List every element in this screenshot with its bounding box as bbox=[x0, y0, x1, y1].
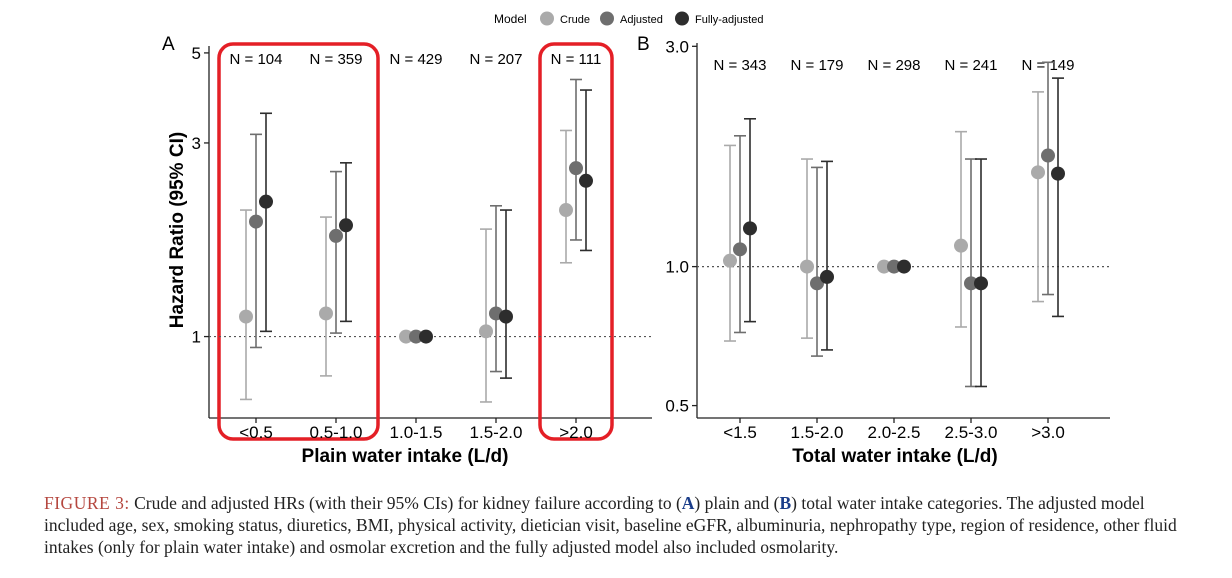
panel-b-x-tick-label-1-5-2-0: 1.5-2.0 bbox=[791, 423, 844, 442]
y-axis-title: Hazard Ratio (95% CI) bbox=[167, 132, 188, 328]
panel-b-x-axis-title: Total water intake (L/d) bbox=[792, 446, 998, 467]
legend-fully-adjusted-marker bbox=[675, 11, 689, 26]
panel-a-n-label-2-0: N = 111 bbox=[551, 51, 602, 68]
panel-b-n-label-1-5-2-0: N = 179 bbox=[791, 57, 844, 74]
panel-b-crude-2-0-2-5-point bbox=[877, 259, 891, 274]
panel-a-fully-adjusted-2-0-point bbox=[579, 173, 593, 188]
panel-b-x-tick-label-1-5: <1.5 bbox=[723, 423, 757, 442]
panel-b-adjusted-2-5-3-0-point bbox=[964, 276, 978, 291]
panel-a-fully-adjusted-1-5-2-0-point bbox=[499, 309, 513, 324]
panel-b-crude-1-5-point bbox=[723, 253, 737, 268]
panel-a-x-tick-label-1-5-2-0: 1.5-2.0 bbox=[470, 423, 523, 442]
panel-a-adjusted-0-5-point bbox=[249, 214, 263, 229]
caption-bold-a: A bbox=[681, 493, 695, 513]
caption-text-2: ) plain and ( bbox=[694, 493, 780, 513]
panel-a-y-tick-label: 5 bbox=[192, 44, 201, 63]
panel-a: A Plain water intake (L/d) 1 3 5 <0.5 N = 10… bbox=[162, 34, 652, 467]
panel-a-x-tick-label-2-0: >2.0 bbox=[559, 423, 593, 442]
panel-a-n-label-0-5: N = 104 bbox=[230, 51, 283, 68]
panel-a-y-tick-label: 3 bbox=[192, 134, 201, 153]
panel-b-n-label-2-0-2-5: N = 298 bbox=[868, 57, 921, 74]
panel-a-adjusted-1-0-1-5-point bbox=[409, 329, 423, 344]
panel-a-n-label-0-5-1-0: N = 359 bbox=[310, 51, 363, 68]
caption-text-1: Crude and adjusted HRs (with their 95% C… bbox=[129, 493, 682, 513]
panel-a-crude-1-0-1-5-point bbox=[399, 329, 413, 344]
legend-adjusted-marker bbox=[600, 11, 614, 26]
panel-a-x-tick-label-0-5-1-0: 0.5-1.0 bbox=[310, 423, 363, 442]
panel-b-adjusted-1-5-point bbox=[733, 242, 747, 257]
panel-b-y-tick-label: 3.0 bbox=[665, 37, 689, 56]
panel-b-x-tick-label-3-0: >3.0 bbox=[1031, 423, 1065, 442]
panel-a-crude-2-0-point bbox=[559, 203, 573, 218]
panel-b-y-tick-label: 0.5 bbox=[665, 397, 689, 416]
panel-a-fully-adjusted-0-5-point bbox=[259, 194, 273, 209]
panel-b-fully-adjusted-2-5-3-0-point bbox=[974, 276, 988, 291]
panel-a-fully-adjusted-0-5-1-0-point bbox=[339, 218, 353, 233]
legend: Model Crude Adjusted Fully-adjusted bbox=[494, 11, 763, 26]
panel-b-fully-adjusted-2-0-2-5-point bbox=[897, 259, 911, 274]
panel-a-letter: A bbox=[162, 34, 175, 55]
panel-b-adjusted-2-0-2-5-point bbox=[887, 259, 901, 274]
panel-b-adjusted-3-0-point bbox=[1041, 148, 1055, 163]
panel-a-n-label-1-0-1-5: N = 429 bbox=[390, 51, 443, 68]
legend-title: Model bbox=[494, 12, 527, 26]
legend-fully-adjusted-label: Fully-adjusted bbox=[695, 14, 763, 26]
panel-b-crude-2-5-3-0-point bbox=[954, 238, 968, 253]
legend-crude-marker bbox=[540, 11, 554, 26]
legend-crude-label: Crude bbox=[560, 14, 590, 26]
panel-a-n-label-1-5-2-0: N = 207 bbox=[470, 51, 523, 68]
panel-a-adjusted-2-0-point bbox=[569, 161, 583, 176]
panel-b-fully-adjusted-1-5-point bbox=[743, 221, 757, 236]
figure-caption: FIGURE 3: Crude and adjusted HRs (with t… bbox=[44, 492, 1194, 558]
panel-a-crude-0-5-1-0-point bbox=[319, 306, 333, 321]
panel-b: B Total water intake (L/d) 0.5 1.0 3.0 <1.5… bbox=[637, 34, 1110, 467]
caption-text-3: ) total water intake categories. The adj… bbox=[44, 493, 1177, 557]
panel-a-y-tick-label: 1 bbox=[192, 328, 201, 347]
panel-b-x-tick-label-2-5-3-0: 2.5-3.0 bbox=[945, 423, 998, 442]
panel-b-n-label-2-5-3-0: N = 241 bbox=[945, 57, 998, 74]
panel-b-letter: B bbox=[637, 34, 650, 55]
panel-b-n-label-1-5: N = 343 bbox=[714, 57, 767, 74]
panel-a-x-axis-title: Plain water intake (L/d) bbox=[302, 446, 509, 467]
panel-b-adjusted-1-5-2-0-point bbox=[810, 276, 824, 291]
panel-a-adjusted-0-5-1-0-point bbox=[329, 228, 343, 243]
panel-a-crude-1-5-2-0-point bbox=[479, 324, 493, 339]
caption-label: FIGURE 3: bbox=[44, 493, 130, 513]
panel-b-crude-1-5-2-0-point bbox=[800, 259, 814, 274]
panel-b-crude-3-0-point bbox=[1031, 165, 1045, 180]
caption-bold-b: B bbox=[779, 493, 792, 513]
panel-b-fully-adjusted-3-0-point bbox=[1051, 166, 1065, 181]
panel-b-x-tick-label-2-0-2-5: 2.0-2.5 bbox=[868, 423, 921, 442]
highlight-box-high-intake bbox=[538, 42, 614, 441]
panel-b-fully-adjusted-1-5-2-0-point bbox=[820, 269, 834, 284]
legend-adjusted-label: Adjusted bbox=[620, 14, 663, 26]
panel-a-fully-adjusted-1-0-1-5-point bbox=[419, 329, 433, 344]
highlight-box-low-intake bbox=[217, 42, 380, 441]
panel-a-x-tick-label-0-5: <0.5 bbox=[239, 423, 273, 442]
panel-b-y-tick-label: 1.0 bbox=[665, 258, 689, 277]
panel-a-x-tick-label-1-0-1-5: 1.0-1.5 bbox=[390, 423, 443, 442]
panel-a-crude-0-5-point bbox=[239, 309, 253, 324]
figure-canvas: Model Crude Adjusted Fully-adjusted Haza… bbox=[162, 11, 1110, 467]
